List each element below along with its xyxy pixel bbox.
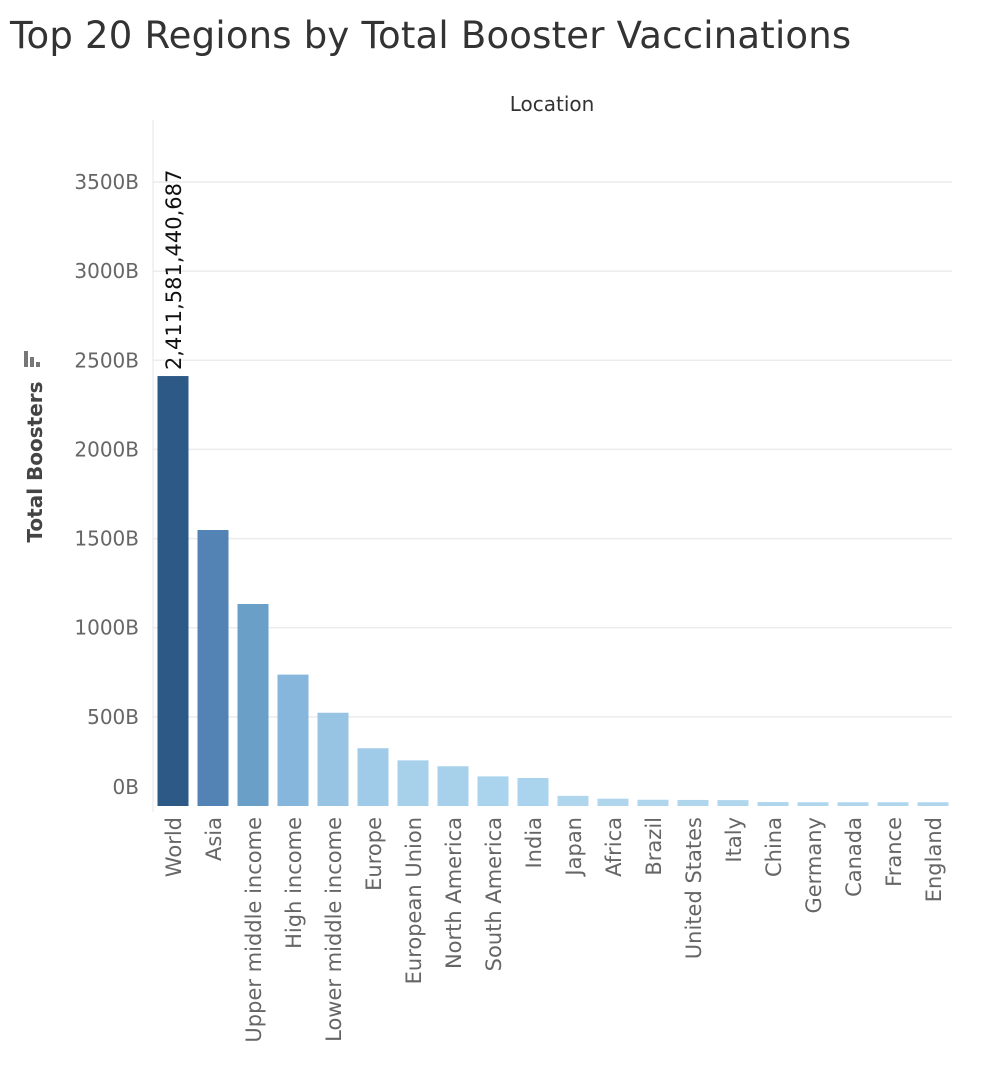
x-axis-title: Location [510, 92, 595, 116]
bar[interactable] [917, 802, 949, 806]
x-tick-label: Germany [802, 817, 826, 914]
y-tick-label: 0B [113, 775, 139, 799]
bar[interactable] [437, 766, 469, 806]
bar[interactable] [757, 802, 789, 806]
bar[interactable] [637, 799, 669, 806]
bar[interactable] [397, 760, 429, 806]
x-tick-label: United States [682, 817, 706, 959]
y-tick-label: 1500B [74, 527, 139, 551]
bar[interactable] [837, 802, 869, 806]
x-tick-label: Asia [202, 817, 226, 861]
x-tick-label: India [522, 817, 546, 869]
bar[interactable] [717, 800, 749, 806]
x-tick-label: Japan [562, 817, 586, 878]
bar[interactable] [317, 712, 349, 806]
y-tick-label: 1000B [74, 616, 139, 640]
y-tick-label: 3500B [74, 170, 139, 194]
x-tick-label: Italy [722, 817, 746, 863]
x-axis-labels: World Asia Upper middle income High income L… [162, 817, 946, 1043]
x-tick-label: China [762, 817, 786, 877]
x-tick-label: Lower middle income [322, 817, 346, 1042]
bar[interactable] [477, 776, 509, 806]
y-tick-label: 500B [87, 705, 139, 729]
bar-data-label: 2,411,581,440,687 [162, 170, 186, 370]
x-tick-label: High income [282, 817, 306, 949]
sort-descending-icon[interactable] [22, 349, 44, 369]
x-tick-label: Upper middle income [242, 817, 266, 1043]
y-tick-label: 3000B [74, 259, 139, 283]
bar[interactable] [677, 799, 709, 806]
x-tick-label: Brazil [642, 817, 666, 876]
x-tick-label: England [922, 817, 946, 902]
x-tick-label: Canada [842, 817, 866, 897]
x-tick-label: North America [442, 817, 466, 969]
x-tick-label: Europe [362, 817, 386, 891]
bar[interactable] [597, 798, 629, 806]
y-tick-label: 2500B [74, 348, 139, 372]
gridlines [153, 181, 952, 718]
bar[interactable] [797, 802, 829, 806]
y-axis-title: Total Boosters [23, 381, 47, 542]
bar[interactable] [557, 795, 589, 806]
bar[interactable] [277, 674, 309, 806]
x-tick-label: Africa [602, 817, 626, 877]
y-axis: 3500B 3000B 2500B 2000B 1500B 1000B 500B 0B [74, 120, 154, 812]
x-tick-label: European Union [402, 817, 426, 984]
bar[interactable] [877, 802, 909, 806]
bars [157, 376, 949, 806]
bar[interactable] [157, 376, 189, 806]
bar[interactable] [517, 778, 549, 806]
x-tick-label: South America [482, 817, 506, 971]
data-labels: 2,411,581,440,687 [162, 170, 186, 370]
bar[interactable] [197, 530, 229, 806]
chart-title: Top 20 Regions by Total Booster Vaccinat… [10, 14, 852, 57]
x-tick-label: France [882, 817, 906, 887]
bar[interactable] [357, 748, 389, 806]
x-tick-label: World [162, 817, 186, 877]
bar[interactable] [237, 604, 269, 806]
y-tick-label: 2000B [74, 437, 139, 461]
